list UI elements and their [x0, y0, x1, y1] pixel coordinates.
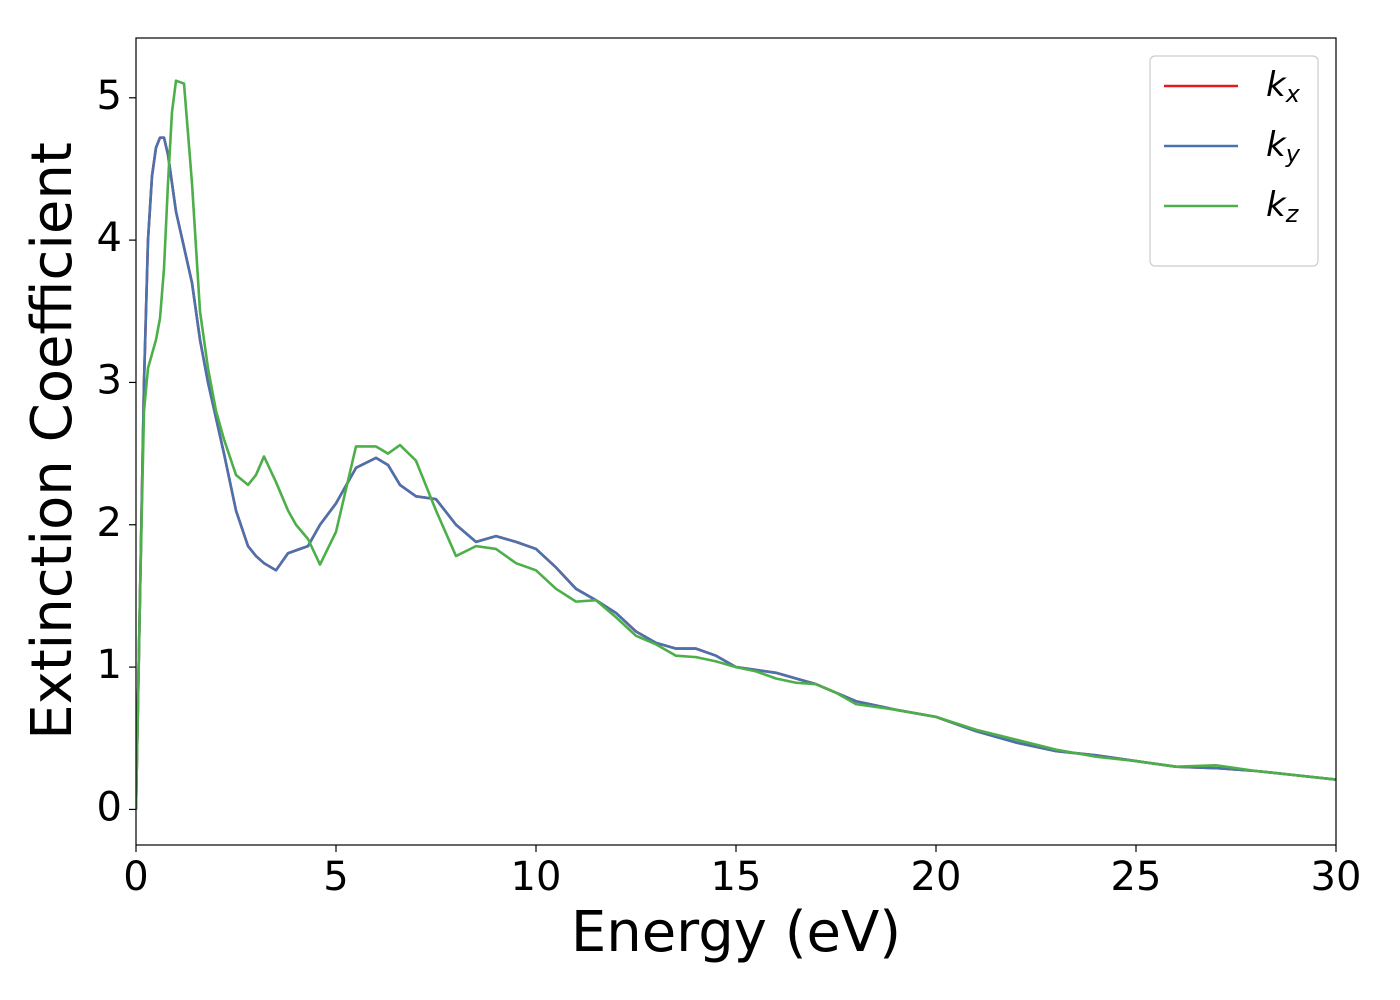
legend-label-subscript: x	[1285, 80, 1301, 108]
y-tick-label: 3	[97, 357, 122, 403]
plot-frame	[135, 37, 1337, 846]
legend-label-main: k	[1266, 125, 1287, 165]
x-tick-label: 30	[1311, 854, 1362, 900]
legend-label-main: k	[1266, 65, 1287, 105]
legend-label: ky	[1266, 125, 1301, 169]
y-tick-label: 2	[97, 500, 122, 546]
legend-label: kx	[1266, 65, 1301, 109]
y-tick-label: 5	[97, 73, 122, 119]
series-line	[136, 79, 1336, 810]
x-axis-label: Energy (eV)	[571, 900, 901, 965]
x-tick-label: 25	[1111, 854, 1162, 900]
y-axis-label: Extinction Coefficient	[20, 142, 85, 740]
y-tick-label: 1	[97, 642, 122, 688]
x-tick-label: 0	[123, 854, 148, 900]
y-tick-label: 4	[97, 215, 122, 261]
x-tick-label: 5	[323, 854, 348, 900]
y-tick-label: 0	[97, 784, 122, 830]
x-tick-label: 10	[511, 854, 562, 900]
legend-label-main: k	[1266, 185, 1287, 225]
x-tick-label: 20	[911, 854, 962, 900]
legend-label-subscript: y	[1285, 140, 1301, 168]
legend-label: kz	[1266, 185, 1300, 229]
x-tick-label: 15	[711, 854, 762, 900]
legend-box	[1149, 55, 1319, 267]
legend-label-subscript: z	[1285, 200, 1300, 228]
